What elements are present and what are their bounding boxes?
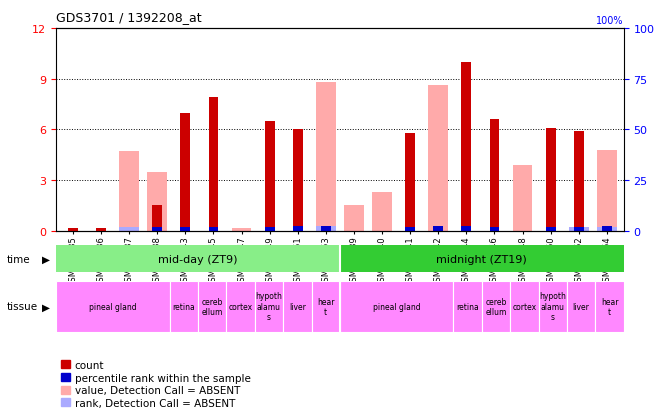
Text: hear
t: hear t bbox=[601, 297, 618, 316]
Text: pineal gland: pineal gland bbox=[373, 302, 420, 311]
Text: ▶: ▶ bbox=[42, 254, 50, 264]
Bar bbox=[293, 226, 303, 231]
Text: hypoth
alamu
s: hypoth alamu s bbox=[539, 292, 566, 321]
Text: pineal gland: pineal gland bbox=[89, 302, 137, 311]
Bar bbox=[574, 227, 583, 231]
Bar bbox=[152, 227, 162, 231]
Bar bbox=[546, 227, 556, 231]
Text: ▶: ▶ bbox=[42, 301, 50, 312]
Bar bbox=[68, 229, 78, 231]
Text: time: time bbox=[7, 254, 30, 264]
Bar bbox=[312, 281, 340, 332]
Text: liver: liver bbox=[289, 302, 306, 311]
Bar bbox=[597, 150, 616, 231]
Bar bbox=[434, 226, 443, 231]
Bar bbox=[574, 132, 583, 231]
Bar bbox=[340, 246, 624, 273]
Bar bbox=[453, 281, 482, 332]
Bar bbox=[96, 229, 106, 231]
Bar bbox=[147, 172, 167, 231]
Bar bbox=[595, 281, 624, 332]
Text: retina: retina bbox=[172, 302, 195, 311]
Bar bbox=[482, 281, 510, 332]
Bar bbox=[265, 122, 275, 231]
Text: retina: retina bbox=[456, 302, 479, 311]
Bar bbox=[597, 228, 616, 231]
Bar bbox=[198, 281, 226, 332]
Text: cortex: cortex bbox=[228, 302, 253, 311]
Bar bbox=[209, 98, 218, 231]
Bar bbox=[569, 227, 589, 231]
Text: liver: liver bbox=[573, 302, 589, 311]
Text: 100%: 100% bbox=[596, 16, 624, 26]
Bar bbox=[283, 281, 312, 332]
Text: hear
t: hear t bbox=[317, 297, 335, 316]
Bar bbox=[490, 120, 500, 231]
Bar bbox=[513, 166, 533, 231]
Text: tissue: tissue bbox=[7, 301, 38, 312]
Bar bbox=[567, 281, 595, 332]
Text: mid-day (ZT9): mid-day (ZT9) bbox=[158, 254, 238, 264]
Bar bbox=[56, 246, 340, 273]
Bar bbox=[405, 133, 415, 231]
Bar bbox=[461, 227, 471, 231]
Bar bbox=[180, 113, 190, 231]
Bar bbox=[265, 227, 275, 231]
Bar bbox=[316, 226, 336, 231]
Bar bbox=[255, 281, 283, 332]
Bar bbox=[180, 227, 190, 231]
Legend: count, percentile rank within the sample, value, Detection Call = ABSENT, rank, : count, percentile rank within the sample… bbox=[61, 360, 251, 408]
Text: cereb
ellum: cereb ellum bbox=[485, 297, 507, 316]
Text: hypoth
alamu
s: hypoth alamu s bbox=[255, 292, 282, 321]
Bar bbox=[461, 63, 471, 231]
Bar bbox=[539, 281, 567, 332]
Bar bbox=[316, 83, 336, 231]
Bar bbox=[490, 227, 500, 231]
Bar bbox=[56, 281, 170, 332]
Bar bbox=[321, 226, 331, 231]
Bar bbox=[226, 281, 255, 332]
Bar bbox=[119, 228, 139, 231]
Bar bbox=[510, 281, 539, 332]
Bar bbox=[405, 227, 415, 231]
Bar bbox=[170, 281, 198, 332]
Bar bbox=[602, 227, 612, 231]
Bar bbox=[232, 229, 251, 231]
Text: midnight (ZT19): midnight (ZT19) bbox=[436, 254, 527, 264]
Text: GDS3701 / 1392208_at: GDS3701 / 1392208_at bbox=[56, 11, 202, 24]
Bar bbox=[119, 152, 139, 231]
Bar bbox=[340, 281, 453, 332]
Bar bbox=[152, 206, 162, 231]
Bar bbox=[293, 130, 303, 231]
Bar bbox=[546, 128, 556, 231]
Bar bbox=[344, 206, 364, 231]
Bar bbox=[209, 227, 218, 231]
Bar bbox=[428, 86, 448, 231]
Text: cereb
ellum: cereb ellum bbox=[201, 297, 223, 316]
Bar bbox=[372, 192, 392, 231]
Text: cortex: cortex bbox=[512, 302, 537, 311]
